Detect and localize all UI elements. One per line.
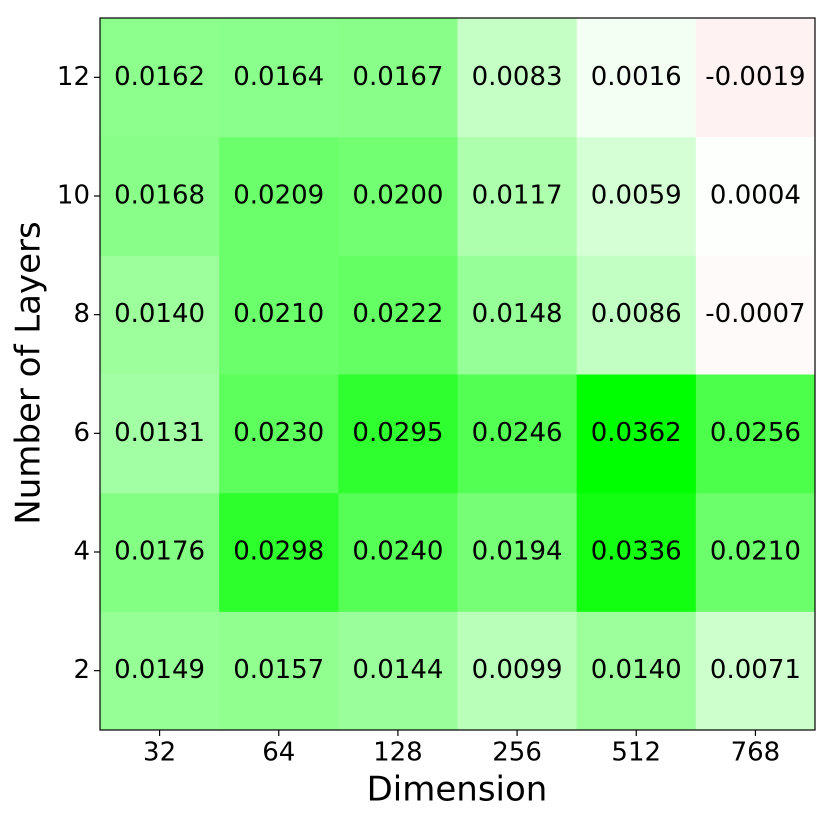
heatmap-cell: [457, 374, 578, 494]
x-tick-label: 128: [373, 738, 423, 768]
cell-label: 0.0148: [472, 299, 563, 329]
cell-label: 0.0071: [710, 655, 801, 685]
cell-label: 0.0157: [233, 655, 324, 685]
cell-label: 0.0164: [233, 62, 324, 92]
heatmap-cell: [695, 492, 816, 612]
heatmap-cell: [695, 374, 816, 494]
heatmap-cell: [576, 255, 697, 375]
plot-frame: [99, 17, 816, 731]
cell-label: 0.0099: [472, 655, 563, 685]
heatmap-cell: [695, 18, 816, 138]
cell-label: 0.0246: [472, 418, 563, 448]
heatmap-cell: [695, 136, 816, 256]
heatmap-cell: [100, 374, 220, 494]
cell-label: 0.0256: [710, 418, 801, 448]
heatmap-cell: [457, 611, 578, 731]
y-tick-label: 4: [73, 537, 90, 567]
heatmap-cell: [576, 611, 697, 731]
heatmap-cell: [219, 374, 339, 494]
cell-label: 0.0140: [591, 655, 682, 685]
y-tick-label: 2: [73, 655, 90, 685]
y-tick-label: 6: [73, 418, 90, 448]
heatmap-cell: [100, 492, 220, 612]
heatmap-cell: [576, 136, 697, 256]
heatmap-cell: [576, 492, 697, 612]
cell-label: 0.0336: [591, 537, 682, 567]
cell-label: 0.0140: [114, 299, 205, 329]
heatmap-cell: [457, 136, 578, 256]
cell-label: 0.0059: [591, 181, 682, 211]
cell-label: 0.0149: [114, 655, 205, 685]
cell-label: 0.0230: [233, 418, 324, 448]
heatmap-cell: [219, 18, 339, 138]
cell-label: 0.0131: [114, 418, 205, 448]
heatmap-cell: [100, 136, 220, 256]
heatmap-cell: [338, 18, 458, 138]
x-tick-label: 768: [731, 738, 781, 768]
cell-label: 0.0162: [114, 62, 205, 92]
heatmap-cell: [100, 18, 220, 138]
cell-label: 0.0298: [233, 537, 324, 567]
heatmap-cell: [576, 18, 697, 138]
cell-label: 0.0295: [352, 418, 443, 448]
heatmap-cell: [695, 611, 816, 731]
cell-label: 0.0194: [472, 537, 563, 567]
heatmap-cell: [219, 136, 339, 256]
heatmap-cell: [100, 611, 220, 731]
cell-label: 0.0083: [472, 62, 563, 92]
cell-label: 0.0144: [352, 655, 443, 685]
cell-label: 0.0176: [114, 537, 205, 567]
cell-label: 0.0209: [233, 181, 324, 211]
y-axis-title: Number of Layers: [9, 221, 49, 524]
y-tick-label: 10: [57, 181, 90, 211]
heatmap-cell: [219, 611, 339, 731]
cell-label: 0.0222: [352, 299, 443, 329]
y-tick-label: 12: [57, 62, 90, 92]
heatmap-cell: [457, 255, 578, 375]
heatmap-cell: [219, 255, 339, 375]
heatmap-cell: [695, 255, 816, 375]
cell-label: 0.0210: [710, 537, 801, 567]
cell-label: 0.0168: [114, 181, 205, 211]
heatmap-cell: [219, 492, 339, 612]
heatmap-cell: [338, 492, 458, 612]
heatmap-cell: [338, 374, 458, 494]
heatmap-cell: [457, 492, 578, 612]
cell-label: 0.0117: [472, 181, 563, 211]
heatmap-cell: [338, 611, 458, 731]
heatmap-cell: [100, 255, 220, 375]
cell-label: 0.0200: [352, 181, 443, 211]
cell-label: 0.0004: [710, 181, 801, 211]
x-tick-label: 64: [262, 738, 295, 768]
heatmap-cell: [338, 255, 458, 375]
cell-label: 0.0240: [352, 537, 443, 567]
cell-label: 0.0210: [233, 299, 324, 329]
heatmap-cell: [457, 18, 578, 138]
x-tick-label: 512: [611, 738, 661, 768]
x-tick-label: 256: [492, 738, 542, 768]
cell-label: -0.0019: [705, 62, 805, 92]
cell-label: 0.0362: [591, 418, 682, 448]
heatmap-cell: [338, 136, 458, 256]
heatmap-cell: [576, 374, 697, 494]
x-tick-label: 32: [143, 738, 176, 768]
y-tick-label: 8: [73, 299, 90, 329]
cell-label: 0.0016: [591, 62, 682, 92]
cell-label: 0.0167: [352, 62, 443, 92]
cell-label: 0.0086: [591, 299, 682, 329]
cell-label: -0.0007: [705, 299, 805, 329]
x-axis-title: Dimension: [367, 770, 548, 810]
